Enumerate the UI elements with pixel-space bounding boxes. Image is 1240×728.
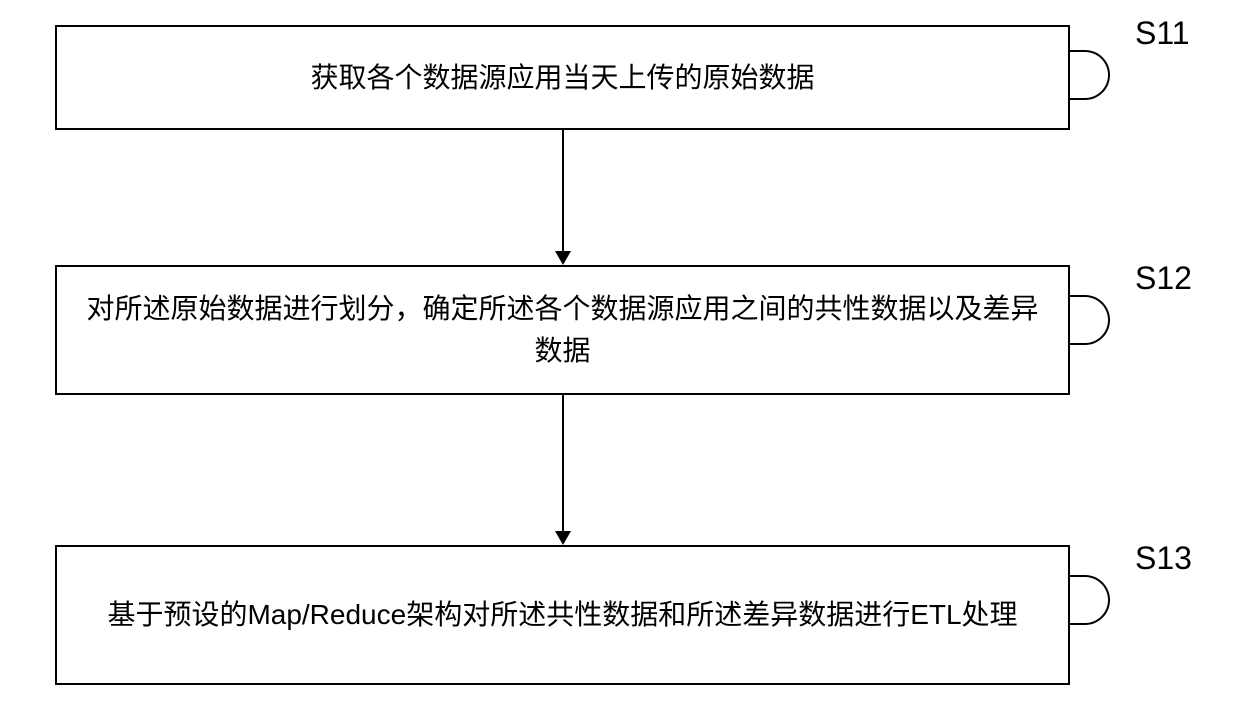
arrow-head-1: [555, 251, 571, 265]
step-label-s11: S11: [1135, 15, 1190, 52]
label-arc-s12: [1070, 295, 1110, 345]
step-box-s11: 获取各个数据源应用当天上传的原始数据: [55, 25, 1070, 130]
step-box-s12: 对所述原始数据进行划分，确定所述各个数据源应用之间的共性数据以及差异数据: [55, 265, 1070, 395]
step-text-s12: 对所述原始数据进行划分，确定所述各个数据源应用之间的共性数据以及差异数据: [77, 288, 1048, 372]
flowchart-container: 获取各个数据源应用当天上传的原始数据 S11 对所述原始数据进行划分，确定所述各…: [0, 0, 1240, 728]
step-text-s13: 基于预设的Map/Reduce架构对所述共性数据和所述差异数据进行ETL处理: [107, 594, 1017, 636]
arrow-line-2: [562, 395, 564, 531]
label-arc-s13: [1070, 575, 1110, 625]
step-label-s12: S12: [1135, 260, 1192, 297]
step-text-s11: 获取各个数据源应用当天上传的原始数据: [310, 57, 814, 99]
arrow-line-1: [562, 130, 564, 251]
arrow-head-2: [555, 531, 571, 545]
label-arc-s11: [1070, 50, 1110, 100]
step-label-s13: S13: [1135, 540, 1192, 577]
step-box-s13: 基于预设的Map/Reduce架构对所述共性数据和所述差异数据进行ETL处理: [55, 545, 1070, 685]
